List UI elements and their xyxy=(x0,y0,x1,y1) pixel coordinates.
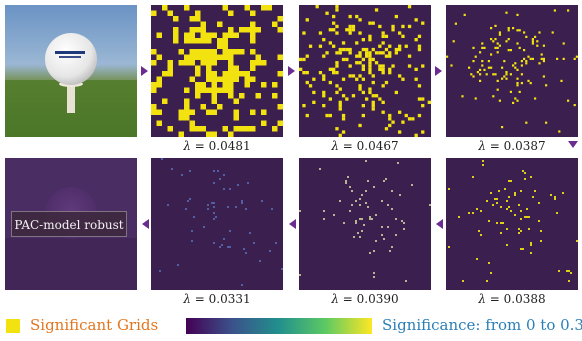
lambda-caption-3: λ = 0.0387 xyxy=(478,139,546,153)
arrow-right-icon xyxy=(288,66,295,76)
arrow-right-icon xyxy=(141,66,148,76)
grid-panel-3 xyxy=(446,5,578,137)
arrow-left-icon xyxy=(289,219,296,229)
significant-grids-label: Significant Grids xyxy=(30,316,159,334)
arrow-down-icon xyxy=(568,141,578,148)
lambda-caption-2: λ = 0.0467 xyxy=(331,139,399,153)
grid-panel-4 xyxy=(151,158,283,290)
significant-grid-swatch xyxy=(6,319,20,333)
grid-panel-6 xyxy=(446,158,578,290)
lambda-caption-1: λ = 0.0481 xyxy=(183,139,251,153)
significance-grid-6 xyxy=(446,158,578,290)
arrow-left-icon xyxy=(436,219,443,229)
lambda-caption-4: λ = 0.0331 xyxy=(183,292,251,306)
significance-grid-2 xyxy=(299,5,431,137)
significance-grid-3 xyxy=(446,5,578,137)
golf-ball-photo xyxy=(5,5,137,137)
significance-grid-5 xyxy=(299,158,431,290)
grid-panel-1 xyxy=(151,5,283,137)
arrow-right-icon xyxy=(435,66,442,76)
pac-model-robust-label: PAC-model robust xyxy=(11,211,127,237)
lambda-caption-6: λ = 0.0388 xyxy=(478,292,546,306)
lambda-caption-5: λ = 0.0390 xyxy=(331,292,399,306)
golf-ball-image xyxy=(5,5,137,137)
significance-grid-1 xyxy=(151,5,283,137)
significance-range-label: Significance: from 0 to 0.3 xyxy=(382,316,582,334)
grid-panel-5 xyxy=(299,158,431,290)
grid-panel-2 xyxy=(299,5,431,137)
significance-grid-4 xyxy=(151,158,283,290)
arrow-left-icon xyxy=(142,219,149,229)
significance-colorbar xyxy=(186,318,372,334)
